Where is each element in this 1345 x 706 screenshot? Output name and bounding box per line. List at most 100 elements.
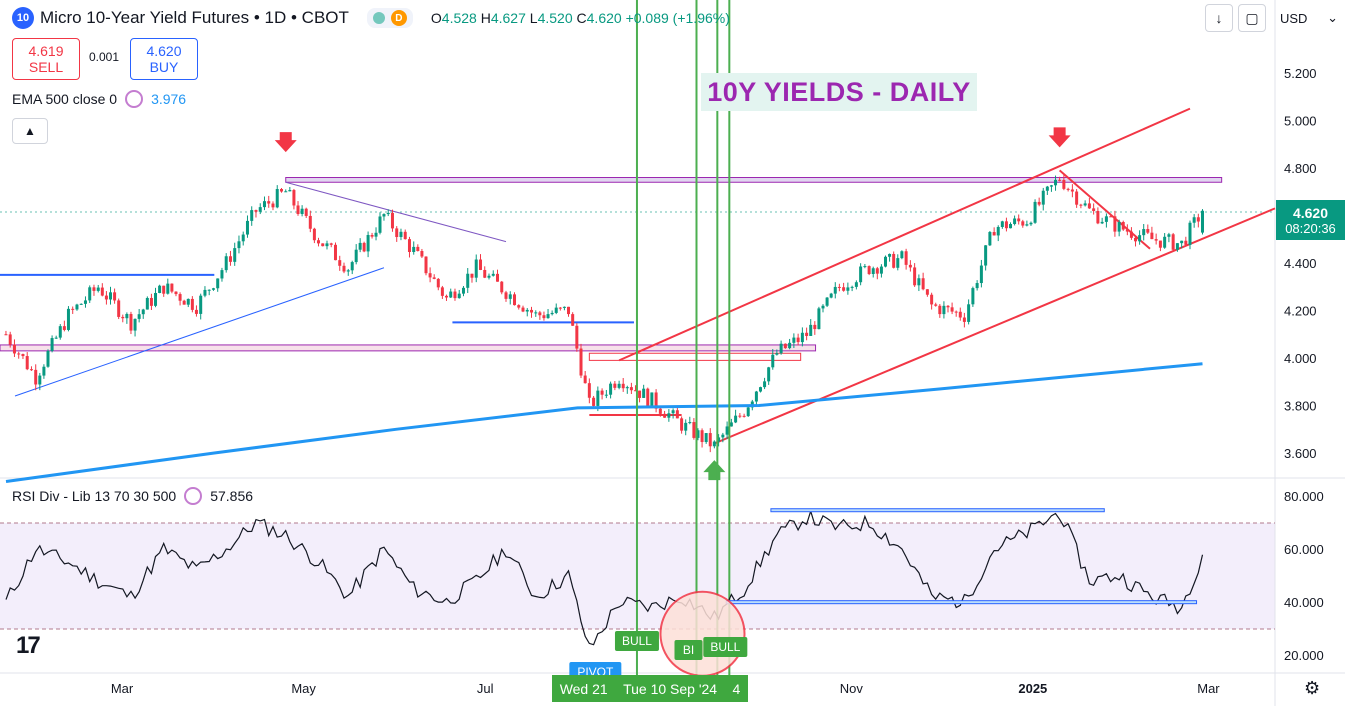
signal-label-bull-1: BULL [622, 634, 652, 648]
crosshair-date-highlight: Wed 21 Tue 10 Sep '24 4 [552, 675, 748, 702]
annotation-title[interactable]: 10Y YIELDS - DAILY [701, 73, 977, 111]
candle-body [354, 249, 358, 263]
candle-body [859, 266, 863, 283]
candle-body [1070, 189, 1074, 192]
candle-body [113, 292, 117, 301]
candle-body [412, 246, 416, 252]
rsi-divergence-circle[interactable] [659, 590, 746, 677]
candle-body [1117, 221, 1121, 232]
candle-body [158, 285, 162, 293]
ema-500-line[interactable] [5, 362, 1203, 483]
fullscreen-button[interactable]: ▢ [1238, 4, 1266, 32]
rsi-support-zone[interactable] [725, 600, 1198, 605]
candle-body [62, 326, 66, 330]
candle-body [850, 286, 854, 288]
buy-arrow-sep-icon [703, 460, 726, 481]
candle-body [1013, 218, 1017, 225]
downtrend-line[interactable] [1058, 169, 1151, 250]
candle-body [241, 234, 245, 242]
rsi-legend[interactable]: RSI Div - Lib 13 70 30 500 57.856 [12, 487, 253, 505]
candle-body [228, 256, 232, 262]
sell-button[interactable]: 4.619 SELL [12, 38, 80, 80]
symbol-title[interactable]: Micro 10-Year Yield Futures • 1D • CBOT [40, 8, 349, 27]
candle-body [967, 304, 971, 322]
candle-body [896, 258, 900, 268]
rsi-resistance-zone[interactable] [770, 508, 1105, 513]
ema-legend-value: 3.976 [151, 91, 187, 107]
buy-button[interactable]: 4.620 BUY [130, 38, 198, 80]
download-button[interactable]: ↓ [1205, 4, 1233, 32]
date-label-1: Wed 21 [559, 680, 608, 697]
tradingview-logo[interactable]: 17 [16, 632, 41, 659]
candle-body [708, 433, 712, 447]
rsi-axis-label: 20.000 [1284, 648, 1324, 663]
trendline-blue[interactable] [14, 267, 385, 397]
candle-body [646, 388, 650, 406]
candle-body [1109, 216, 1113, 218]
candle-body [378, 216, 382, 233]
candle-body [1062, 179, 1066, 189]
gap-zone[interactable] [588, 352, 802, 361]
time-axis-label: May [291, 681, 316, 696]
ema-legend[interactable]: EMA 500 close 0 3.976 [12, 90, 186, 108]
candle-body [805, 332, 809, 336]
candle-body [788, 342, 792, 349]
candle-body [4, 334, 8, 336]
support-zone[interactable] [0, 344, 817, 352]
currency-select[interactable]: USD ⌄ [1276, 4, 1342, 32]
candle-body [763, 381, 767, 388]
resistance-zone[interactable] [285, 177, 1223, 183]
chart-settings-gear-icon[interactable]: ⚙ [1304, 678, 1321, 698]
candle-body [984, 245, 988, 266]
rsi-line[interactable] [5, 509, 1204, 646]
candle-body [338, 260, 342, 266]
candle-body [1087, 203, 1091, 209]
candle-body [558, 307, 562, 309]
candle-body [917, 278, 921, 286]
candle-body [642, 388, 646, 398]
candle-body [867, 266, 871, 275]
candle-body [366, 234, 370, 252]
candle-body [600, 390, 604, 395]
trendline-purple[interactable] [285, 181, 507, 243]
candle-body [288, 190, 292, 192]
symbol-header[interactable]: 10 Micro 10-Year Yield Futures • 1D • CB… [0, 0, 730, 36]
channel-upper-line[interactable] [618, 107, 1191, 362]
candle-body [792, 337, 796, 343]
status-pill[interactable]: D [366, 8, 413, 28]
signal-label-bi: BI [683, 643, 694, 657]
candle-body [1184, 240, 1188, 245]
candle-body [284, 191, 288, 193]
candle-body [1129, 231, 1133, 238]
chevron-down-icon: ⌄ [1327, 10, 1338, 25]
candle-body [25, 356, 29, 370]
sell-price: 4.619 [28, 43, 64, 59]
candle-body [186, 298, 190, 305]
bar-countdown: 08:20:36 [1285, 220, 1336, 236]
candle-body [521, 307, 525, 312]
candle-body [1146, 229, 1150, 233]
candle-body [717, 437, 721, 442]
candle-body [149, 297, 153, 306]
candle-body [938, 305, 942, 315]
candle-body [174, 291, 178, 295]
candle-body [884, 256, 887, 267]
candle-body [892, 253, 896, 268]
candle-body [46, 350, 50, 367]
candle-body [386, 212, 390, 215]
candle-body [370, 234, 374, 237]
ema-legend-label: EMA 500 close 0 [12, 91, 118, 107]
sell-label: SELL [28, 59, 64, 75]
candle-body [663, 413, 667, 418]
candle-body [779, 343, 783, 354]
collapse-legend-button[interactable]: ▲ [12, 118, 48, 144]
candle-body [125, 313, 129, 319]
candle-body [1049, 185, 1053, 187]
candle-body [1175, 243, 1179, 250]
candle-body [796, 337, 800, 343]
candle-body [1188, 222, 1192, 245]
signal-label-bull-2-box [703, 637, 748, 657]
candle-body [491, 273, 495, 276]
candle-body [374, 232, 378, 237]
